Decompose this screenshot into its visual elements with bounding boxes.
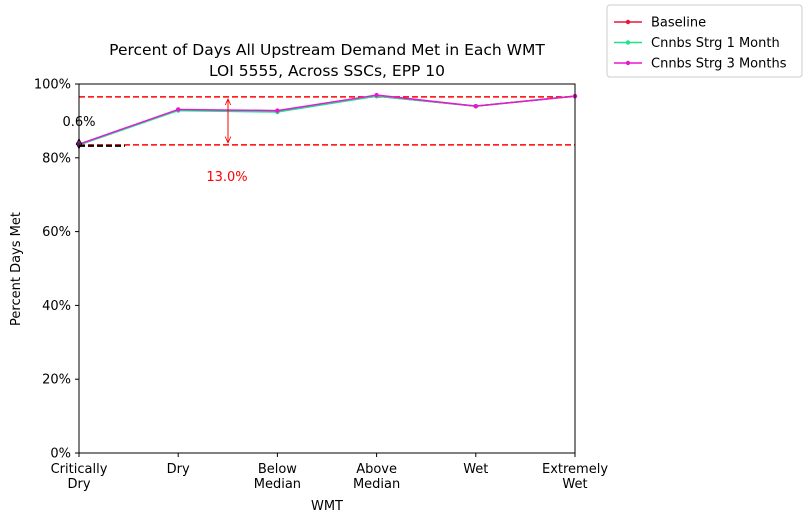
- legend-marker: [625, 40, 631, 45]
- x-tick-label: Extremely Wet: [542, 462, 608, 492]
- chart-title: Percent of Days All Upstream Demand Met …: [109, 41, 545, 59]
- annotation-label: 13.0%: [206, 170, 247, 185]
- data-point: [374, 92, 379, 98]
- legend-label: Baseline: [651, 16, 706, 31]
- data-point: [473, 103, 478, 109]
- legend-box: [606, 4, 803, 78]
- x-tick-label: Critically Dry: [51, 462, 108, 492]
- x-tick-label: Below Median: [254, 462, 301, 492]
- y-tick-label: 40%: [42, 299, 71, 314]
- plot-frame: [78, 83, 576, 454]
- legend-label: Cnnbs Strg 3 Months: [651, 57, 787, 72]
- data-point: [275, 108, 280, 113]
- legend: Baseline Cnnbs Strg 1 Month Cnnbs Strg 3 M…: [606, 4, 803, 78]
- y-tick-label: 20%: [42, 373, 71, 388]
- y-tick-label: 100%: [34, 78, 71, 93]
- y-axis-label: Percent Days Met: [9, 212, 24, 326]
- legend-label: Cnnbs Strg 1 Month: [651, 36, 780, 51]
- x-tick-label: Dry: [167, 462, 190, 477]
- legend-marker: [625, 19, 631, 25]
- x-axis-label: WMT: [311, 499, 343, 514]
- legend-marker: [625, 60, 631, 66]
- x-tick-label: Wet: [463, 462, 488, 477]
- y-tick-label: 60%: [42, 225, 71, 240]
- y-tick-label: 0%: [50, 447, 71, 462]
- y-tick-label: 80%: [42, 151, 71, 166]
- data-point: [176, 107, 181, 112]
- series-line: [78, 94, 576, 145]
- chart-subtitle: LOI 5555, Across SSCs, EPP 10: [209, 62, 445, 80]
- x-tick-label: Above Median: [353, 462, 400, 492]
